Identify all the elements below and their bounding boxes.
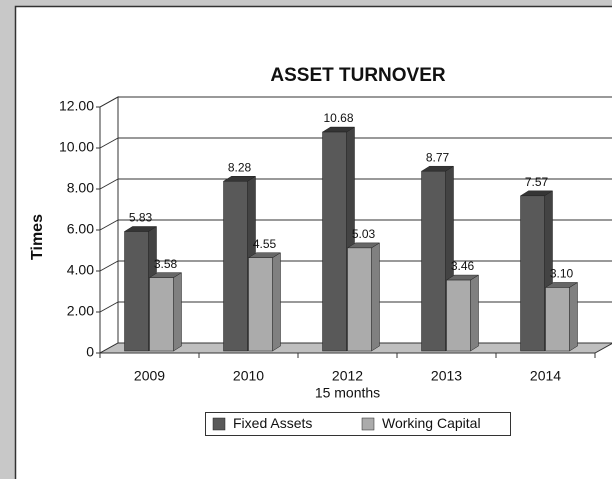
legend: Fixed Assets Working Capital: [205, 412, 511, 436]
bar: [421, 170, 446, 352]
data-label: 3.46: [451, 259, 475, 273]
bar-side: [173, 272, 182, 352]
data-label: 5.83: [129, 211, 153, 225]
y-tick-label: 0: [86, 344, 94, 360]
bar-side: [470, 274, 479, 352]
grid-line: [99, 260, 119, 272]
legend-swatch: [361, 417, 375, 431]
legend-swatch: [212, 417, 226, 431]
data-label: 3.58: [154, 257, 178, 271]
bar: [248, 257, 273, 352]
data-label: 8.28: [228, 160, 252, 174]
bar: [149, 277, 174, 352]
grid-line: [99, 178, 119, 190]
grid-line: [99, 137, 119, 149]
x-tick-label: 2014: [530, 368, 561, 384]
bar: [520, 195, 545, 352]
y-tick-label: 4.00: [67, 262, 94, 278]
y-axis-label: Times: [29, 214, 46, 260]
y-tick-label: 10.00: [59, 139, 94, 155]
legend-box: [205, 412, 511, 436]
chart-title: ASSET TURNOVER: [270, 65, 446, 86]
bar: [223, 181, 248, 352]
y-tick-label: 12.00: [59, 98, 94, 114]
x-tick-label: 2012: [332, 368, 363, 384]
data-label: 3.10: [550, 267, 574, 281]
grid-line: [99, 219, 119, 231]
bar: [446, 279, 471, 352]
bar: [124, 231, 149, 352]
y-tick-label: 6.00: [67, 221, 94, 237]
bar-side: [371, 242, 380, 352]
grid-line: [99, 301, 119, 313]
data-label: 4.55: [253, 237, 277, 251]
x-tick-label: 2010: [233, 368, 264, 384]
data-label: 10.68: [323, 111, 353, 125]
y-tick-label: 2.00: [67, 303, 94, 319]
data-label: 7.57: [525, 175, 549, 189]
bar-side: [569, 281, 578, 352]
y-tick-label: 8.00: [67, 180, 94, 196]
bar-side: [272, 252, 281, 352]
bar: [545, 287, 570, 352]
data-label: 8.77: [426, 150, 450, 164]
data-label: 5.03: [352, 227, 376, 241]
bar: [347, 247, 372, 352]
legend-label: Fixed Assets: [233, 415, 312, 431]
x-tick-label: 2009: [134, 368, 165, 384]
grid-line: [99, 96, 119, 108]
x-annotation: 15 months: [315, 385, 380, 401]
x-tick-label: 2013: [431, 368, 462, 384]
bar: [322, 131, 347, 352]
legend-label: Working Capital: [382, 415, 481, 431]
